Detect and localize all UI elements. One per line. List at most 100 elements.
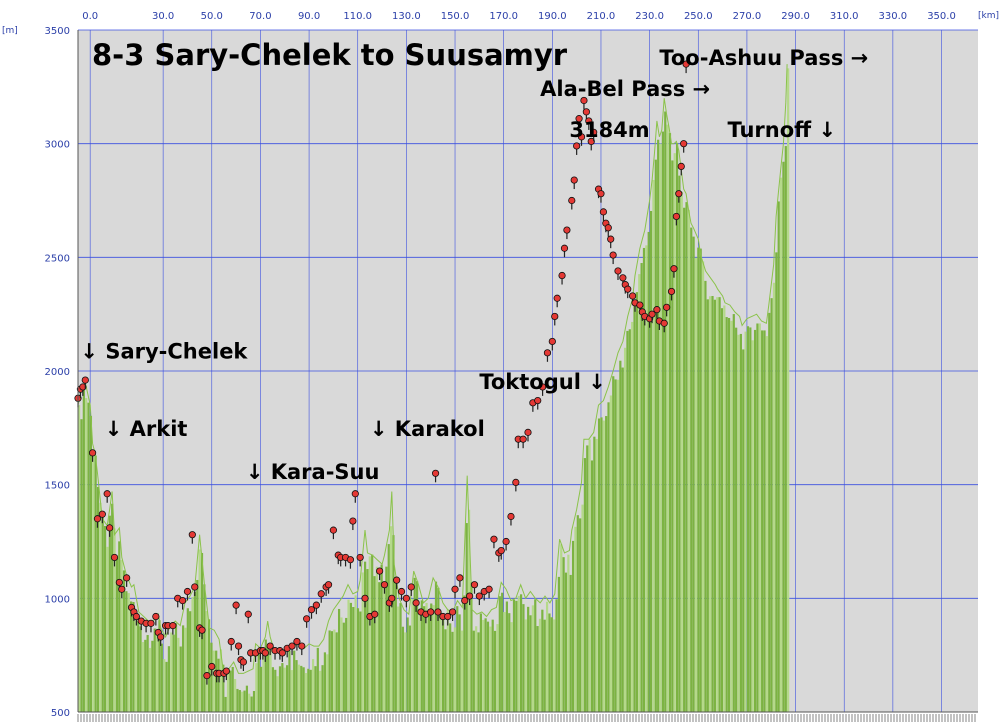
elevation-bar — [664, 111, 667, 713]
waypoint-marker — [329, 526, 338, 534]
waypoint-marker — [663, 303, 671, 311]
elevation-bar — [557, 576, 560, 712]
waypoint-marker — [393, 576, 401, 584]
waypoint-marker — [288, 642, 296, 650]
waypoint-marker — [307, 606, 316, 614]
elevation-bar — [184, 627, 187, 712]
elevation-bar — [335, 632, 338, 712]
waypoint-marker — [461, 597, 469, 605]
elevation-bar — [739, 333, 742, 712]
x-tick-label: 0.0 — [82, 11, 98, 22]
elevation-bar — [522, 604, 525, 712]
elevation-bar — [782, 161, 785, 713]
elevation-bar — [753, 329, 757, 712]
waypoint-marker — [356, 553, 364, 562]
elevation-bar — [673, 153, 676, 712]
chart-annotation: Ala-Bel Pass → — [540, 77, 710, 101]
elevation-bar — [777, 201, 780, 713]
chart-annotation: 3184m — [569, 118, 649, 142]
y-unit-label: [m] — [2, 26, 18, 36]
x-tick-label: 270.0 — [733, 11, 762, 22]
elevation-bar — [501, 592, 504, 712]
elevation-bar — [756, 323, 759, 712]
chart-annotation: Toktogul ↓ — [479, 370, 605, 394]
elevation-bar — [302, 667, 305, 712]
elevation-bar — [605, 416, 608, 712]
waypoint-marker — [677, 162, 685, 170]
elevation-bar — [347, 599, 350, 712]
elevation-bar — [401, 626, 405, 712]
waypoint-marker — [534, 396, 542, 405]
waypoint-marker — [648, 310, 656, 318]
elevation-bar — [498, 596, 501, 712]
elevation-bar — [153, 628, 156, 712]
elevation-bar — [482, 619, 485, 712]
waypoint-marker — [266, 642, 274, 650]
elevation-bar — [151, 640, 154, 712]
waypoint-marker — [675, 190, 683, 198]
waypoint-marker — [157, 633, 165, 641]
elevation-bar — [413, 577, 416, 712]
elevation-bar — [439, 611, 442, 712]
waypoint-marker — [188, 531, 196, 539]
waypoint-marker — [490, 535, 498, 543]
waypoint-marker — [607, 235, 615, 243]
elevation-bar — [451, 631, 454, 712]
waypoint-marker — [227, 637, 235, 646]
waypoint-marker — [351, 490, 359, 498]
elevation-bar — [586, 445, 589, 712]
x-tick-label: 250.0 — [684, 11, 713, 22]
elevation-bar — [82, 389, 85, 712]
elevation-bar — [290, 670, 293, 712]
elevation-bar — [127, 593, 130, 712]
waypoint-marker — [191, 583, 199, 591]
elevation-bar — [609, 395, 612, 712]
x-tick-label: 70.0 — [249, 11, 271, 22]
elevation-bar — [167, 646, 171, 712]
elevation-bar — [179, 646, 182, 712]
x-tick-label: 310.0 — [830, 11, 859, 22]
elevation-bar — [415, 581, 419, 712]
elevation-bar — [607, 402, 610, 712]
elevation-bar — [571, 540, 575, 712]
chart-annotation: ↓ Arkit — [105, 417, 188, 441]
waypoint-marker — [448, 608, 457, 616]
elevation-bar — [548, 613, 551, 712]
waypoint-marker — [303, 615, 311, 623]
elevation-bar — [238, 690, 241, 712]
elevation-bar — [281, 663, 284, 712]
waypoint-marker — [298, 642, 306, 650]
elevation-bar — [527, 606, 530, 712]
waypoint-marker — [580, 96, 588, 105]
elevation-bar — [345, 617, 348, 712]
elevation-bar — [742, 349, 745, 712]
elevation-bar — [397, 606, 400, 712]
elevation-bar — [99, 502, 102, 712]
elevation-bar — [735, 327, 738, 712]
elevation-bar — [186, 608, 189, 712]
elevation-bar — [158, 620, 161, 712]
elevation-bar — [323, 652, 327, 712]
elevation-bar — [125, 591, 128, 712]
elevation-bar — [661, 131, 664, 712]
elevation-bar — [583, 458, 586, 712]
waypoint-marker — [587, 137, 595, 145]
elevation-bar — [621, 367, 624, 712]
elevation-bar — [493, 630, 497, 712]
elevation-bar — [267, 645, 270, 712]
elevation-profile-line — [77, 64, 788, 677]
elevation-bar — [564, 572, 568, 712]
elevation-bar — [193, 591, 197, 712]
elevation-bar — [479, 613, 482, 712]
elevation-bar — [692, 236, 695, 712]
waypoint-marker — [402, 594, 410, 602]
elevation-bar — [264, 639, 267, 712]
elevation-bar — [262, 648, 265, 712]
waypoint-marker — [475, 592, 483, 600]
waypoint-marker — [563, 226, 571, 234]
elevation-bar — [763, 330, 766, 712]
waypoint-marker — [451, 585, 459, 593]
elevation-bar — [515, 600, 518, 712]
waypoint-marker — [203, 672, 211, 680]
waypoint-marker — [538, 383, 547, 391]
